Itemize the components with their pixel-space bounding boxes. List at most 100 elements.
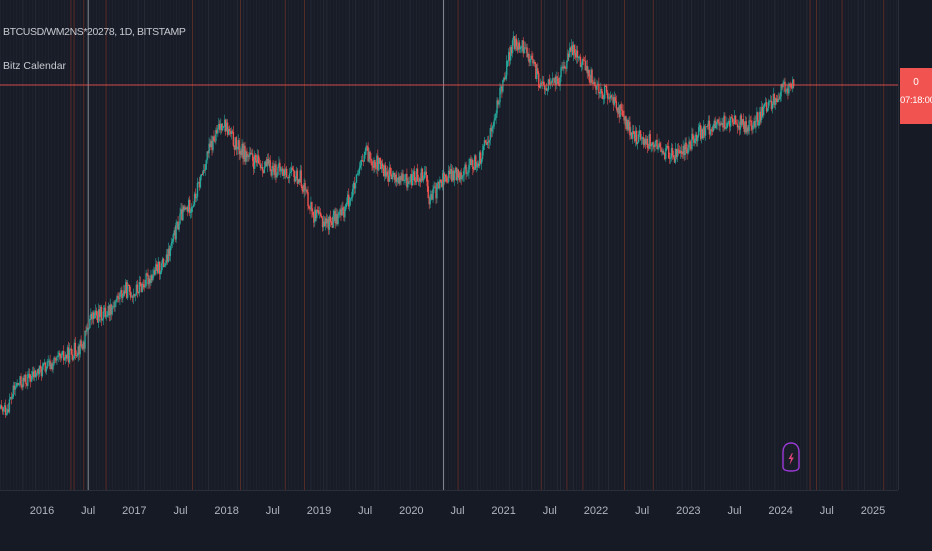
candle-body: [483, 146, 484, 150]
candle-body: [499, 88, 500, 102]
calendar-stripe: [304, 0, 305, 490]
calendar-stripe: [451, 0, 452, 490]
calendar-stripe: [6, 0, 7, 490]
calendar-stripe: [714, 0, 715, 490]
calendar-stripe: [470, 0, 471, 490]
candle-body: [355, 183, 356, 189]
candle-body: [603, 99, 604, 100]
calendar-stripe: [800, 0, 801, 490]
calendar-stripe: [861, 0, 862, 490]
last-price-tag: 0 07:18:00: [900, 68, 932, 124]
candle-body: [429, 195, 430, 204]
calendar-stripe: [67, 0, 68, 490]
price-chart: [0, 0, 898, 490]
calendar-stripe: [109, 0, 110, 490]
candle-body: [657, 147, 658, 149]
calendar-stripe: [413, 0, 414, 490]
calendar-stripe: [557, 0, 558, 490]
candle-body: [270, 160, 271, 171]
calendar-stripe: [720, 0, 721, 490]
x-tick-label: 2019: [307, 505, 331, 517]
calendar-stripe: [704, 0, 705, 490]
calendar-stripe: [595, 0, 596, 490]
candle-body: [498, 102, 499, 104]
candle-body: [29, 374, 30, 379]
calendar-stripe: [90, 0, 91, 490]
calendar-stripe: [893, 0, 894, 490]
calendar-stripe: [541, 0, 542, 490]
calendar-stripe: [397, 0, 398, 490]
calendar-stripe: [45, 0, 46, 490]
candle-body: [279, 163, 280, 172]
calendar-stripe: [230, 0, 231, 490]
calendar-stripe: [157, 0, 158, 490]
candle-body: [364, 155, 365, 162]
calendar-stripe: [890, 0, 891, 490]
candle-body: [57, 356, 58, 357]
calendar-stripe: [717, 0, 718, 490]
candle-body: [20, 376, 21, 384]
calendar-stripe: [739, 0, 740, 490]
calendar-stripe: [122, 0, 123, 490]
candle-body: [537, 68, 538, 73]
calendar-stripe: [346, 0, 347, 490]
x-tick-label: Jul: [266, 505, 280, 517]
calendar-stripe: [432, 0, 433, 490]
chart-plot-area[interactable]: BTCUSD/WM2NS*20278, 1D, BITSTAMP Bitz Ca…: [0, 0, 898, 490]
candle-body: [390, 168, 391, 175]
calendar-stripe: [512, 0, 513, 490]
candle-body: [697, 135, 698, 141]
candle-body: [461, 177, 462, 179]
calendar-stripe: [787, 0, 788, 490]
candle-body: [312, 211, 313, 215]
calendar-stripe: [778, 0, 779, 490]
candle-body: [69, 349, 70, 362]
candle-body: [370, 159, 371, 160]
calendar-stripe: [678, 0, 679, 490]
candle-body: [557, 78, 558, 83]
candle-body: [599, 92, 600, 93]
calendar-stripe: [102, 0, 103, 490]
calendar-stripe: [234, 0, 235, 490]
calendar-stripe: [499, 0, 500, 490]
candle-body: [601, 89, 602, 93]
calendar-stripe: [154, 0, 155, 490]
candle-body: [668, 146, 669, 158]
candle-body: [560, 67, 561, 76]
x-tick-label: 2017: [122, 505, 146, 517]
calendar-stripe: [138, 0, 139, 490]
candle-body: [117, 296, 118, 298]
calendar-stripe: [160, 0, 161, 490]
candle-body: [520, 48, 521, 50]
candle-body: [15, 386, 16, 387]
candle-body: [505, 75, 506, 78]
candle-body: [637, 142, 638, 144]
candle-body: [59, 353, 60, 356]
calendar-stripe: [147, 0, 148, 490]
candle-body: [15, 387, 16, 390]
candle-body: [320, 212, 321, 216]
candle-body: [752, 125, 753, 130]
symbol-legend[interactable]: BTCUSD/WM2NS*20278, 1D, BITSTAMP: [3, 26, 185, 38]
calendar-stripe: [621, 0, 622, 490]
calendar-stripe: [554, 0, 555, 490]
calendar-stripe: [125, 0, 126, 490]
candle-body: [292, 168, 293, 170]
candle-body: [436, 183, 437, 198]
tradingview-bolt-icon[interactable]: [782, 442, 800, 472]
candle-body: [53, 358, 54, 365]
calendar-stripe: [240, 0, 241, 490]
candle-body: [115, 301, 116, 302]
x-tick-label: 2025: [861, 505, 885, 517]
calendar-stripe: [282, 0, 283, 490]
calendar-stripe: [448, 0, 449, 490]
candle-body: [432, 189, 433, 200]
time-axis[interactable]: 22016Jul2017Jul2018Jul2019Jul2020Jul2021…: [0, 490, 898, 551]
calendar-stripe: [301, 0, 302, 490]
calendar-stripe: [429, 0, 430, 490]
candle-body: [654, 142, 655, 147]
candle-body: [687, 148, 688, 154]
candle-body: [392, 176, 393, 179]
calendar-stripe: [701, 0, 702, 490]
indicator-legend[interactable]: Bitz Calendar: [3, 60, 66, 72]
